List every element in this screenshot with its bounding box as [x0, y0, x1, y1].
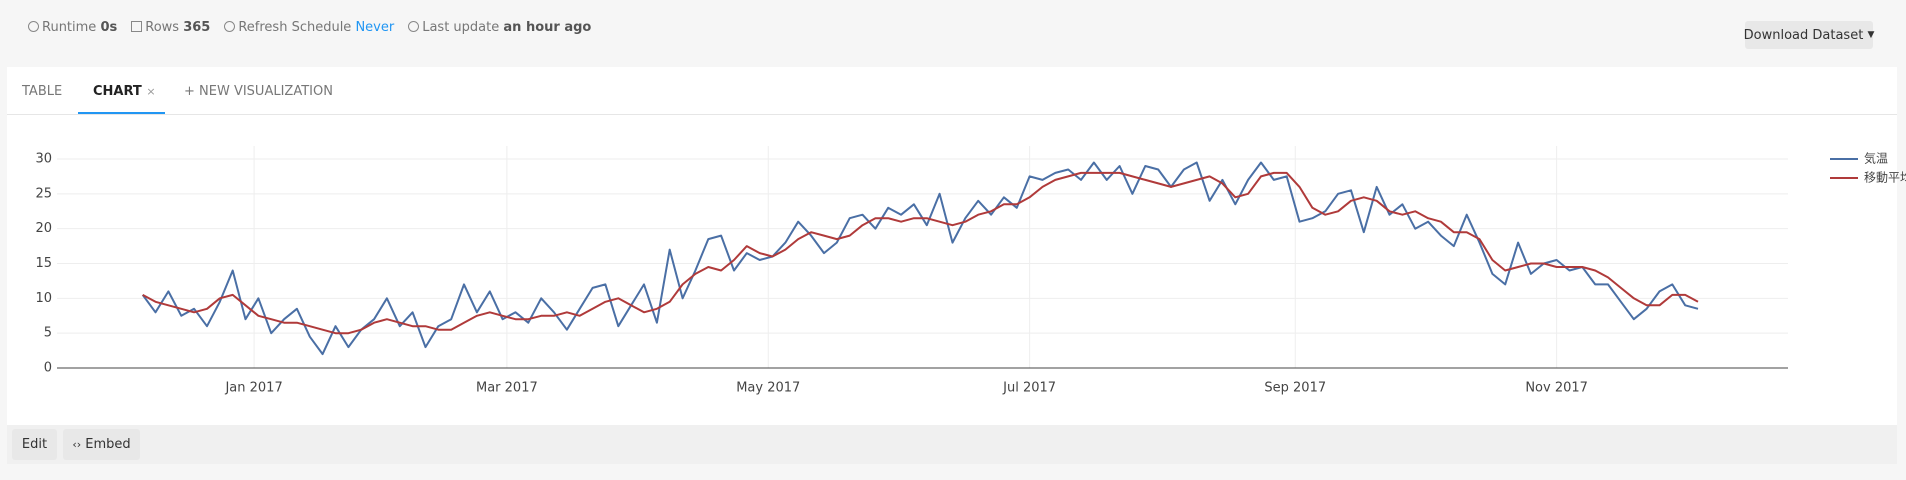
tab-close[interactable]: ×: [146, 85, 156, 98]
update-value: an hour ago: [503, 20, 592, 35]
update-label: Last update: [422, 20, 500, 35]
refresh: Refresh Schedule Never: [224, 20, 394, 35]
y-tick-label: 5: [44, 326, 52, 341]
x-tick-label: Jul 2017: [1002, 381, 1056, 396]
last-update: Last update an hour ago: [408, 20, 591, 35]
download-button[interactable]: Download Dataset ▼: [1743, 21, 1874, 49]
y-tick-label: 30: [35, 152, 52, 167]
runtime-label: Runtime: [42, 20, 97, 35]
y-tick-label: 0: [44, 361, 52, 376]
rows: Rows 365: [131, 20, 210, 35]
x-tick-label: Mar 2017: [476, 381, 538, 396]
embed-label: Embed: [85, 437, 131, 452]
tab-label: CHART: [93, 84, 142, 99]
series-line: [141, 161, 1699, 356]
embed-button[interactable]: ‹› Embed: [63, 429, 140, 460]
rows-label: Rows: [145, 20, 180, 35]
download-label: Download Dataset: [1743, 27, 1864, 43]
legend-label: 移動平均: [1864, 171, 1906, 185]
x-tick-label: Nov 2017: [1525, 381, 1588, 396]
tab[interactable]: TABLE: [22, 84, 63, 99]
chart: 0 5 10 15 20 25 30 Jan 2017 Mar 2017 May 2017 Jul …: [35, 146, 1906, 396]
tab-underline: [78, 112, 165, 114]
tab-bar: [7, 67, 1897, 115]
x-tick-label: Sep 2017: [1264, 381, 1326, 396]
series-line: [142, 171, 1699, 335]
refresh-link[interactable]: Never: [355, 20, 395, 35]
refresh-label: Refresh Schedule: [238, 20, 352, 35]
new-visualization[interactable]: + NEW VISUALIZATION: [184, 84, 333, 99]
panel: [7, 67, 1897, 464]
y-tick-label: 20: [35, 221, 52, 236]
legend-label: 気温: [1864, 151, 1888, 166]
tab-active[interactable]: CHART ×: [93, 84, 156, 99]
x-tick-label: Jan 2017: [224, 381, 282, 396]
query-meta: Runtime 0s Rows 365 Refresh Schedule Nev…: [28, 20, 591, 35]
rows-value: 365: [183, 20, 211, 35]
y-tick-label: 25: [35, 186, 52, 201]
x-tick-label: May 2017: [736, 381, 800, 396]
y-tick-label: 15: [35, 256, 52, 271]
y-tick-label: 10: [35, 291, 52, 306]
runtime: Runtime 0s: [28, 20, 117, 35]
footer: [7, 425, 1897, 464]
runtime-value: 0s: [100, 20, 118, 35]
edit-button[interactable]: Edit: [12, 429, 57, 460]
